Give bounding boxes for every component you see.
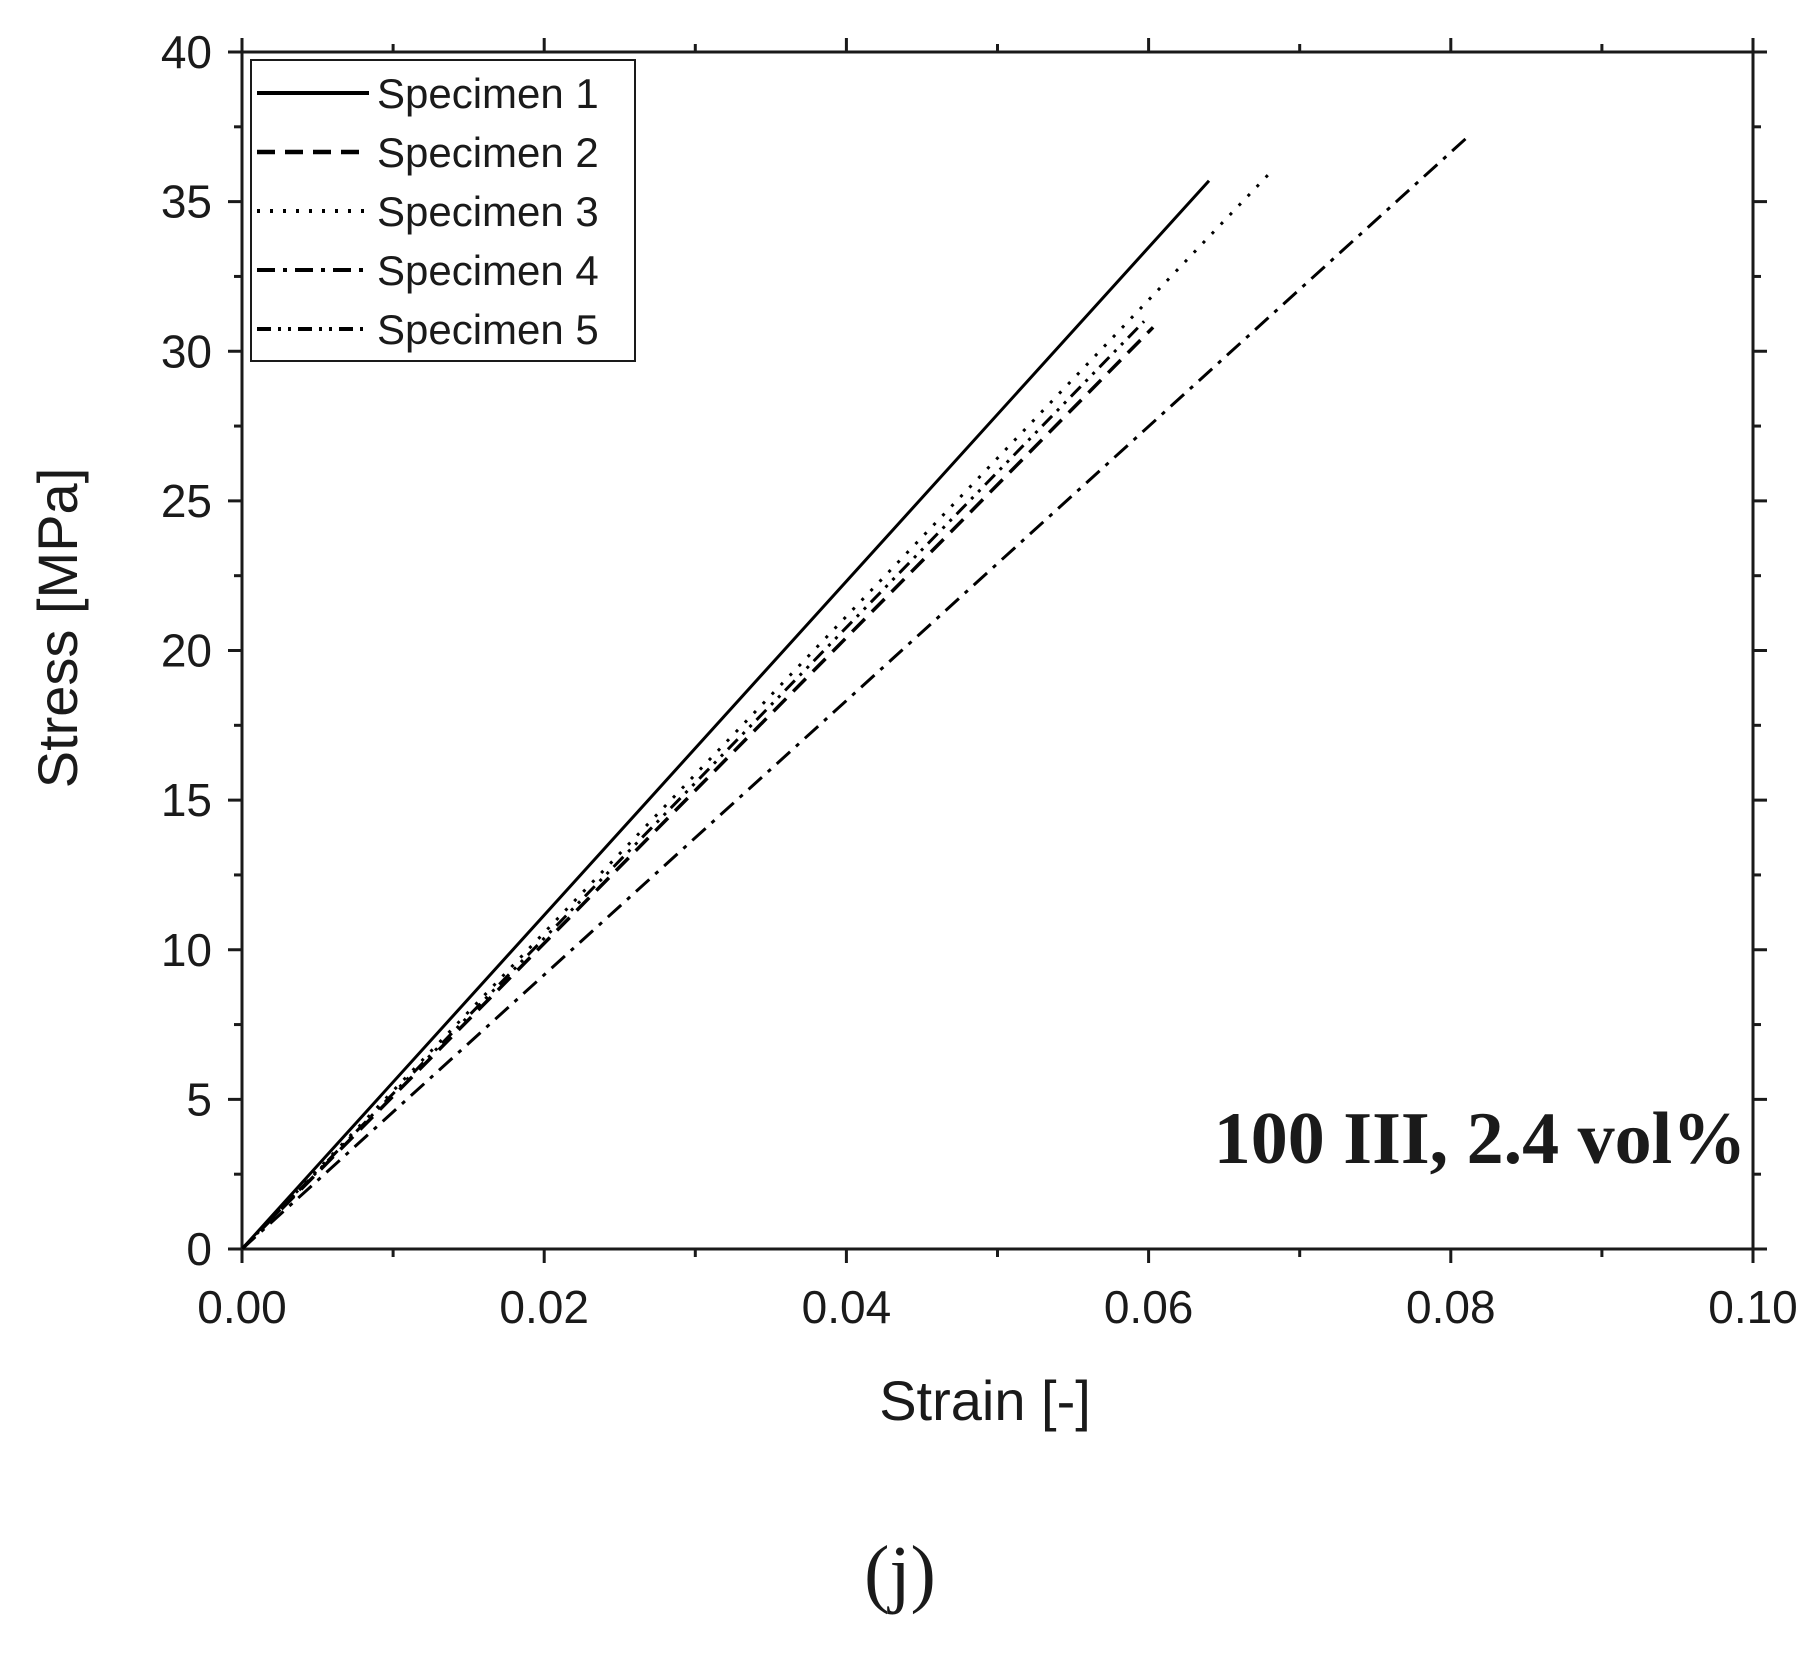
legend-label-4: Specimen 4 <box>377 247 599 294</box>
x-tick-label: 0.00 <box>197 1281 287 1333</box>
y-tick-label: 5 <box>186 1073 212 1125</box>
y-tick-label: 25 <box>161 475 212 527</box>
axes-layer: 0.00 0.02 0.04 0.06 0.08 0.10 0 5 10 15 20 25 30 35 40 <box>161 26 1798 1333</box>
x-axis-label: Strain [-] <box>879 1369 1091 1432</box>
series-line-1 <box>240 179 1211 1251</box>
legend: Specimen 1 Specimen 2 Specimen 3 Specimen 4… <box>250 59 636 362</box>
y-axis-label: Stress [MPa] <box>26 468 89 789</box>
x-tick-label: 0.06 <box>1104 1281 1194 1333</box>
x-tick-label: 0.08 <box>1406 1281 1496 1333</box>
series-line-2 <box>240 326 1155 1251</box>
y-tick-label: 20 <box>161 625 212 677</box>
x-tick-label: 0.02 <box>499 1281 589 1333</box>
legend-label-5: Specimen 5 <box>377 306 599 353</box>
y-tick-label: 40 <box>161 26 212 78</box>
legend-label-3: Specimen 3 <box>377 188 599 235</box>
annotation-label: 100 III, 2.4 vol% <box>1214 1098 1746 1180</box>
y-tick-label: 35 <box>161 176 212 228</box>
series-line-3 <box>240 167 1276 1251</box>
series-line-4 <box>240 134 1470 1251</box>
series-line-5 <box>240 320 1146 1251</box>
x-tick-label: 0.04 <box>802 1281 892 1333</box>
legend-box <box>250 59 636 362</box>
y-tick-label: 10 <box>161 924 212 976</box>
series-layer <box>240 134 1470 1251</box>
x-tick-label: 0.10 <box>1708 1281 1798 1333</box>
legend-label-2: Specimen 2 <box>377 129 599 176</box>
legend-label-1: Specimen 1 <box>377 70 599 117</box>
y-tick-label: 0 <box>186 1223 212 1275</box>
y-tick-label: 15 <box>161 774 212 826</box>
panel-label: (j) <box>864 1531 936 1615</box>
y-tick-label: 30 <box>161 325 212 377</box>
